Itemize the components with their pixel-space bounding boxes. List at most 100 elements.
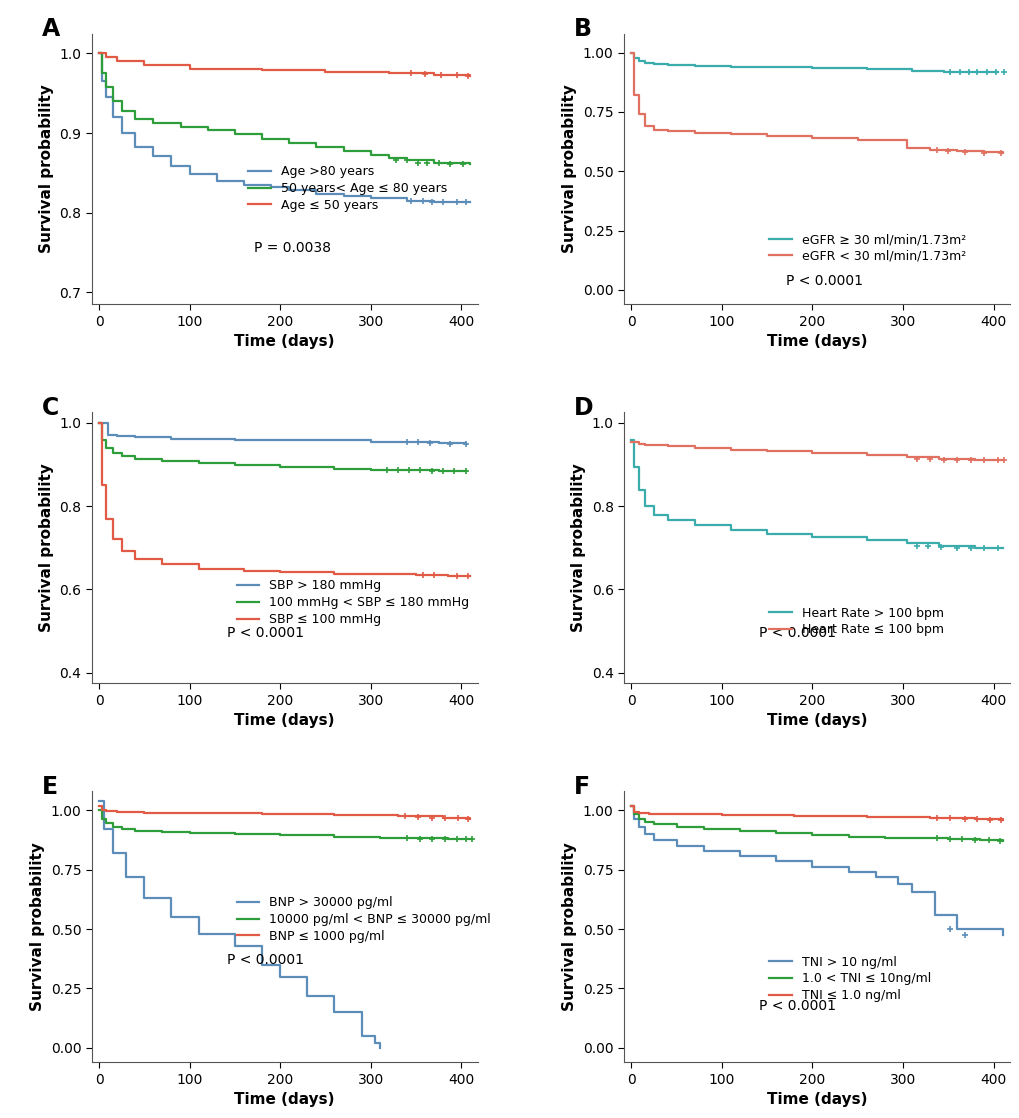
- 50 years< Age ≤ 80 years: [228, 127, 240, 141]
- Heart Rate ≤ 100 bpm: [760, 445, 772, 458]
- 1.0 < TNI ≤ 10ng/ml: [842, 830, 854, 843]
- Age ≤ 50 years: [319, 65, 331, 78]
- eGFR < 30 ml/min/1.73m²: [805, 131, 817, 144]
- TNI > 10 ng/ml: [638, 827, 650, 841]
- 50 years< Age ≤ 80 years: [464, 158, 476, 171]
- SBP ≤ 100 mmHg: [115, 544, 127, 558]
- 50 years< Age ≤ 80 years: [174, 120, 186, 133]
- Heart Rate ≤ 100 bpm: [725, 443, 737, 456]
- SBP > 180 mmHg: [129, 430, 142, 444]
- TNI ≤ 1.0 ng/ml: [669, 807, 682, 821]
- TNI > 10 ng/ml: [647, 833, 659, 846]
- 100 mmHg < SBP ≤ 180 mmHg: [460, 464, 472, 477]
- 50 years< Age ≤ 80 years: [428, 157, 440, 170]
- Text: P < 0.0001: P < 0.0001: [758, 999, 836, 1013]
- Heart Rate ≤ 100 bpm: [932, 452, 945, 465]
- 10000 pg/ml < BNP ≤ 30000 pg/ml: [100, 817, 112, 831]
- Age >80 years: [147, 150, 159, 163]
- Heart Rate ≤ 100 bpm: [660, 439, 673, 453]
- 10000 pg/ml < BNP ≤ 30000 pg/ml: [441, 832, 453, 845]
- 50 years< Age ≤ 80 years: [147, 116, 159, 130]
- 1.0 < TNI ≤ 10ng/ml: [638, 815, 650, 828]
- Heart Rate ≤ 100 bpm: [628, 436, 640, 449]
- Age >80 years: [337, 189, 350, 202]
- Heart Rate > 100 bpm: [901, 537, 913, 550]
- eGFR ≥ 30 ml/min/1.73m²: [964, 66, 976, 79]
- 10000 pg/ml < BNP ≤ 30000 pg/ml: [156, 825, 168, 838]
- TNI > 10 ng/ml: [733, 850, 745, 863]
- SBP ≤ 100 mmHg: [96, 479, 108, 492]
- SBP > 180 mmHg: [93, 416, 105, 429]
- 50 years< Age ≤ 80 years: [382, 151, 394, 164]
- BNP ≤ 1000 pg/ml: [111, 805, 123, 818]
- 1.0 < TNI ≤ 10ng/ml: [996, 834, 1008, 847]
- Age ≤ 50 years: [183, 61, 196, 75]
- X-axis label: Time (days): Time (days): [766, 334, 866, 349]
- BNP ≤ 1000 pg/ml: [96, 804, 108, 817]
- Age ≤ 50 years: [256, 64, 268, 77]
- Heart Rate > 100 bpm: [760, 527, 772, 540]
- Heart Rate > 100 bpm: [932, 539, 945, 552]
- Heart Rate > 100 bpm: [625, 433, 637, 446]
- 50 years< Age ≤ 80 years: [400, 153, 413, 167]
- eGFR < 30 ml/min/1.73m²: [688, 126, 700, 140]
- TNI > 10 ng/ml: [625, 799, 637, 813]
- 100 mmHg < SBP ≤ 180 mmHg: [115, 449, 127, 463]
- 1.0 < TNI ≤ 10ng/ml: [669, 819, 682, 833]
- SBP > 180 mmHg: [165, 432, 177, 445]
- TNI ≤ 1.0 ng/ml: [968, 813, 980, 826]
- 1.0 < TNI ≤ 10ng/ml: [905, 832, 917, 845]
- SBP > 180 mmHg: [364, 435, 376, 448]
- 100 mmHg < SBP ≤ 180 mmHg: [405, 464, 417, 477]
- X-axis label: Time (days): Time (days): [766, 713, 866, 728]
- Y-axis label: Survival probability: Survival probability: [561, 842, 577, 1011]
- TNI ≤ 1.0 ng/ml: [643, 807, 655, 821]
- Line: TNI > 10 ng/ml: TNI > 10 ng/ml: [631, 806, 1002, 935]
- 10000 pg/ml < BNP ≤ 30000 pg/ml: [183, 826, 196, 840]
- BNP > 30000 pg/ml: [165, 910, 177, 923]
- eGFR < 30 ml/min/1.73m²: [851, 134, 863, 148]
- Line: Age ≤ 50 years: Age ≤ 50 years: [99, 54, 470, 76]
- 10000 pg/ml < BNP ≤ 30000 pg/ml: [410, 832, 422, 845]
- SBP ≤ 100 mmHg: [274, 566, 286, 579]
- Heart Rate ≤ 100 bpm: [860, 448, 872, 462]
- TNI > 10 ng/ml: [905, 885, 917, 899]
- Legend: TNI > 10 ng/ml, 1.0 < TNI ≤ 10ng/ml, TNI ≤ 1.0 ng/ml: TNI > 10 ng/ml, 1.0 < TNI ≤ 10ng/ml, TNI…: [764, 951, 933, 1006]
- Heart Rate > 100 bpm: [628, 459, 640, 473]
- TNI ≤ 1.0 ng/ml: [860, 811, 872, 824]
- Age ≤ 50 years: [464, 69, 476, 83]
- Y-axis label: Survival probability: Survival probability: [561, 85, 577, 254]
- 10000 pg/ml < BNP ≤ 30000 pg/ml: [373, 831, 385, 844]
- Text: P < 0.0001: P < 0.0001: [226, 626, 304, 639]
- BNP ≤ 1000 pg/ml: [138, 806, 150, 819]
- BNP > 30000 pg/ml: [120, 870, 132, 883]
- eGFR < 30 ml/min/1.73m²: [951, 144, 963, 158]
- eGFR ≥ 30 ml/min/1.73m²: [936, 65, 949, 78]
- Text: D: D: [574, 396, 593, 420]
- Heart Rate > 100 bpm: [688, 519, 700, 532]
- 1.0 < TNI ≤ 10ng/ml: [625, 799, 637, 813]
- BNP ≤ 1000 pg/ml: [100, 805, 112, 818]
- Age >80 years: [210, 174, 222, 188]
- 50 years< Age ≤ 80 years: [337, 144, 350, 158]
- BNP > 30000 pg/ml: [228, 939, 240, 953]
- TNI ≤ 1.0 ng/ml: [996, 813, 1008, 826]
- 1.0 < TNI ≤ 10ng/ml: [647, 817, 659, 831]
- BNP > 30000 pg/ml: [373, 1041, 385, 1054]
- TNI ≤ 1.0 ng/ml: [715, 808, 728, 822]
- Heart Rate ≤ 100 bpm: [901, 451, 913, 464]
- 10000 pg/ml < BNP ≤ 30000 pg/ml: [96, 812, 108, 825]
- Line: 10000 pg/ml < BNP ≤ 30000 pg/ml: 10000 pg/ml < BNP ≤ 30000 pg/ml: [99, 811, 470, 840]
- Heart Rate ≤ 100 bpm: [632, 437, 644, 451]
- 100 mmHg < SBP ≤ 180 mmHg: [193, 456, 205, 470]
- 10000 pg/ml < BNP ≤ 30000 pg/ml: [115, 822, 127, 835]
- Text: F: F: [574, 775, 589, 799]
- eGFR < 30 ml/min/1.73m²: [760, 130, 772, 143]
- 1.0 < TNI ≤ 10ng/ml: [878, 831, 891, 844]
- 10000 pg/ml < BNP ≤ 30000 pg/ml: [228, 827, 240, 841]
- BNP > 30000 pg/ml: [93, 794, 105, 807]
- Heart Rate > 100 bpm: [968, 541, 980, 555]
- BNP > 30000 pg/ml: [256, 958, 268, 972]
- SBP ≤ 100 mmHg: [100, 512, 112, 525]
- Text: C: C: [42, 396, 59, 420]
